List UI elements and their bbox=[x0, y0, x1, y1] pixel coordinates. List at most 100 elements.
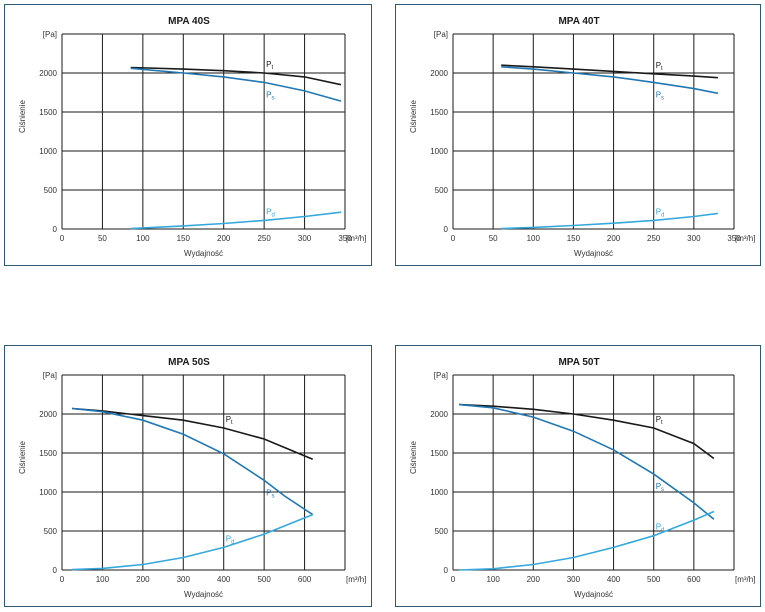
y-axis-label: Ciśnienie bbox=[18, 440, 27, 473]
x-unit-label: [m³/h] bbox=[735, 575, 755, 584]
y-tick-label: 1000 bbox=[39, 147, 57, 156]
chart-panel-mpa-40s: MPA 40S 0 50 100 150 200 250 300 350 0 500 1000 1500… bbox=[4, 4, 372, 266]
x-tick-label: 100 bbox=[486, 575, 500, 584]
y-tick-label: 2000 bbox=[430, 410, 448, 419]
x-tick-label: 300 bbox=[687, 234, 701, 243]
series-label-pd: Pd bbox=[656, 523, 665, 534]
chart-mpa-40t: MPA 40T 0 50 100 150 200 250 300 350 0 500 1000 1500… bbox=[409, 16, 755, 258]
x-tick-label: 100 bbox=[527, 234, 541, 243]
x-unit-label: [m³/h] bbox=[735, 234, 755, 243]
x-tick-label: 250 bbox=[647, 234, 661, 243]
x-tick-label: 0 bbox=[451, 234, 456, 243]
series-label-pd: Pd bbox=[226, 534, 235, 545]
y-unit-label: [Pa] bbox=[434, 30, 448, 39]
chart-mpa-40s: MPA 40S 0 50 100 150 200 250 300 350 0 500 1000 1500… bbox=[18, 16, 366, 258]
x-tick-label: 400 bbox=[607, 575, 621, 584]
y-tick-label: 1000 bbox=[430, 147, 448, 156]
series-label-pd: Pd bbox=[656, 207, 665, 218]
y-tick-label: 2000 bbox=[430, 69, 448, 78]
x-axis-label: Wydajność bbox=[574, 590, 613, 599]
x-tick-label: 600 bbox=[298, 575, 312, 584]
x-axis-label: Wydajność bbox=[184, 590, 223, 599]
series-label-pt: Pt bbox=[226, 415, 233, 426]
chart-title: MPA 40S bbox=[168, 16, 210, 27]
y-tick-label: 1000 bbox=[430, 488, 448, 497]
chart-title: MPA 40T bbox=[558, 16, 599, 27]
x-axis-label: Wydajność bbox=[574, 249, 613, 258]
x-tick-label: 350 bbox=[727, 234, 741, 243]
x-tick-label: 500 bbox=[257, 575, 271, 584]
y-tick-label: 500 bbox=[44, 186, 58, 195]
x-tick-label: 50 bbox=[98, 234, 107, 243]
x-tick-label: 250 bbox=[257, 234, 271, 243]
series-label-pt: Pt bbox=[656, 61, 663, 72]
y-tick-label: 500 bbox=[44, 527, 58, 536]
series-line-ps bbox=[458, 403, 715, 520]
x-tick-label: 200 bbox=[527, 575, 541, 584]
y-tick-label: 0 bbox=[53, 566, 58, 575]
series-line-pt bbox=[72, 407, 314, 460]
chart-title: MPA 50T bbox=[558, 357, 599, 368]
series-line-ps bbox=[501, 66, 719, 95]
x-tick-label: 300 bbox=[298, 234, 312, 243]
series-line-pd bbox=[501, 212, 719, 230]
series-label-ps: Ps bbox=[656, 90, 664, 101]
x-tick-label: 100 bbox=[136, 234, 150, 243]
series-label-ps: Ps bbox=[266, 90, 274, 101]
x-tick-label: 600 bbox=[687, 575, 701, 584]
series-label-ps: Ps bbox=[266, 488, 274, 499]
y-tick-label: 1500 bbox=[39, 449, 57, 458]
x-unit-label: [m³/h] bbox=[346, 575, 366, 584]
y-tick-label: 1500 bbox=[430, 108, 448, 117]
y-unit-label: [Pa] bbox=[43, 371, 57, 380]
y-axis-label: Ciśnienie bbox=[409, 440, 418, 473]
y-tick-label: 2000 bbox=[39, 69, 57, 78]
y-tick-label: 500 bbox=[435, 186, 449, 195]
x-tick-label: 200 bbox=[607, 234, 621, 243]
series-line-pd bbox=[458, 510, 715, 571]
y-tick-label: 2000 bbox=[39, 410, 57, 419]
y-unit-label: [Pa] bbox=[43, 30, 57, 39]
x-tick-label: 300 bbox=[567, 575, 581, 584]
chart-mpa-50t: MPA 50T 0 100 200 300 400 500 600 0 500 1000 1500 20… bbox=[409, 357, 755, 599]
chart-panel-mpa-50t: MPA 50T 0 100 200 300 400 500 600 0 500 1000 1500 20… bbox=[395, 345, 761, 607]
x-tick-label: 350 bbox=[338, 234, 352, 243]
series-label-pd: Pd bbox=[266, 207, 275, 218]
chart-title: MPA 50S bbox=[168, 357, 210, 368]
x-tick-label: 150 bbox=[177, 234, 191, 243]
x-tick-label: 50 bbox=[489, 234, 498, 243]
y-tick-label: 1500 bbox=[430, 449, 448, 458]
x-tick-label: 200 bbox=[217, 234, 231, 243]
y-tick-label: 500 bbox=[435, 527, 449, 536]
chart-panel-mpa-40t: MPA 40T 0 50 100 150 200 250 300 350 0 500 1000 1500… bbox=[395, 4, 761, 266]
series-label-ps: Ps bbox=[656, 482, 664, 493]
x-tick-label: 300 bbox=[177, 575, 191, 584]
x-axis-label: Wydajność bbox=[184, 249, 223, 258]
series-line-pd bbox=[72, 513, 313, 571]
chart-panel-mpa-50s: MPA 50S 0 100 200 300 400 500 600 0 500 1000 1500 20… bbox=[4, 345, 372, 607]
x-unit-label: [m³/h] bbox=[346, 234, 366, 243]
y-unit-label: [Pa] bbox=[434, 371, 448, 380]
series-line-pd bbox=[130, 211, 342, 230]
y-axis-label: Ciśnienie bbox=[18, 99, 27, 132]
x-tick-label: 0 bbox=[60, 234, 65, 243]
x-tick-label: 500 bbox=[647, 575, 661, 584]
y-tick-label: 0 bbox=[444, 566, 449, 575]
series-line-pt bbox=[458, 403, 715, 460]
series-label-pt: Pt bbox=[656, 415, 663, 426]
series-label-pt: Pt bbox=[266, 60, 273, 71]
x-tick-label: 150 bbox=[567, 234, 581, 243]
series-line-pt bbox=[501, 64, 718, 79]
y-tick-label: 0 bbox=[53, 225, 58, 234]
x-tick-label: 0 bbox=[60, 575, 65, 584]
y-tick-label: 1000 bbox=[39, 488, 57, 497]
series-line-ps bbox=[72, 407, 314, 516]
x-tick-label: 200 bbox=[136, 575, 150, 584]
x-tick-label: 0 bbox=[451, 575, 456, 584]
series-line-pt bbox=[130, 66, 342, 86]
y-axis-label: Ciśnienie bbox=[409, 99, 418, 132]
series-line-ps bbox=[130, 67, 342, 102]
x-tick-label: 100 bbox=[96, 575, 110, 584]
y-tick-label: 1500 bbox=[39, 108, 57, 117]
y-tick-label: 0 bbox=[444, 225, 449, 234]
